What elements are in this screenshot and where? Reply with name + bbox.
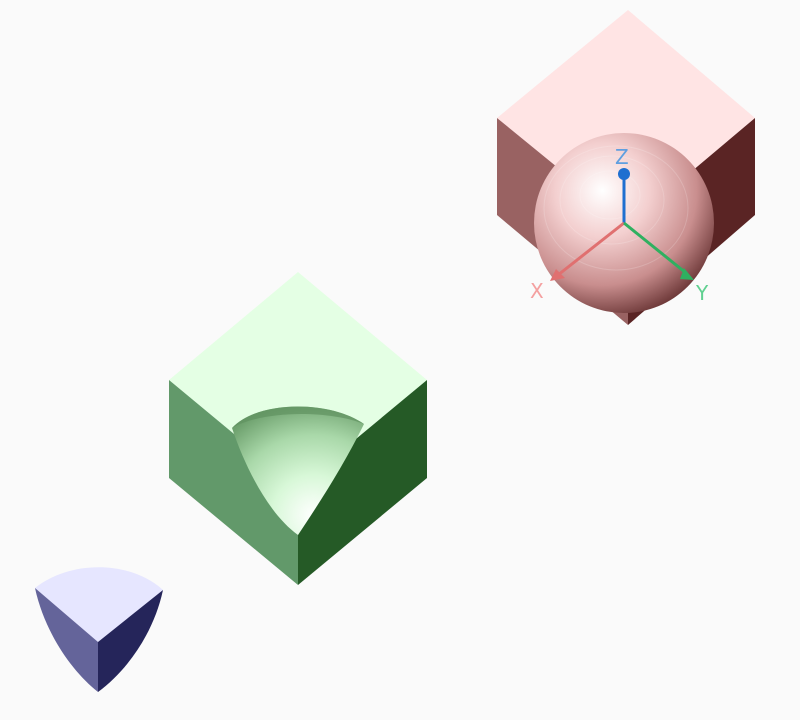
x-axis-arrowhead: [550, 269, 565, 281]
green-cube-top-face: [169, 272, 427, 487]
z-axis-label: Z: [615, 145, 629, 169]
y-axis-line: [623, 221, 687, 275]
green-cavity-rim-shadow: [232, 406, 364, 428]
blue-shape-top-face: [35, 567, 163, 642]
green-cube-left-face: [169, 380, 298, 585]
y-axis-label: Y: [695, 281, 709, 305]
blue-shape-right-face: [98, 590, 163, 692]
cube-with-spherical-cut[interactable]: [169, 272, 427, 585]
sphere-facet-rings: [543, 145, 689, 271]
z-axis-tip: [618, 168, 630, 180]
y-axis-arrowhead: [680, 268, 694, 280]
blue-shape-left-face: [35, 588, 98, 692]
x-axis-label: X: [530, 279, 544, 303]
green-spherical-cavity: [232, 406, 364, 535]
sphere-cube-intersection[interactable]: [35, 567, 163, 692]
green-cube-right-face: [298, 380, 427, 585]
axis-gizmo: Z X Y: [530, 145, 709, 305]
x-axis-line: [557, 221, 625, 277]
